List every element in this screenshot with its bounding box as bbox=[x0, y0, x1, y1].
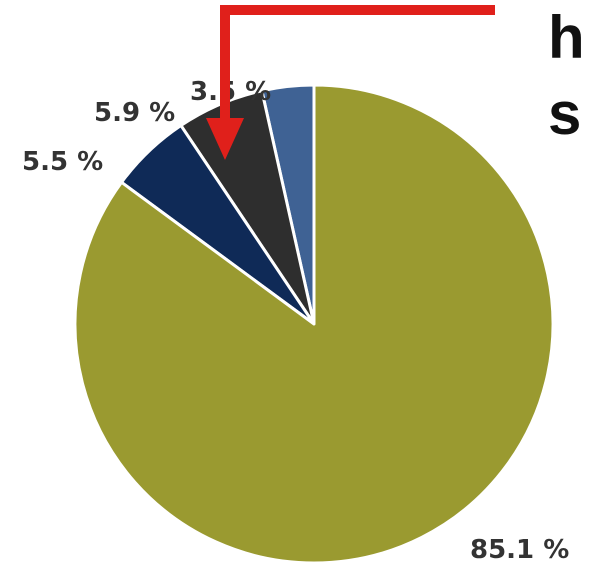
pie-slice-label: 5.9 % bbox=[94, 98, 175, 128]
pie-slice-label: 85.1 % bbox=[470, 535, 569, 565]
pie-labels: 3.5 % 5.9 % 5.5 % 85.1 % bbox=[22, 77, 569, 565]
cut-off-heading-line-2: s bbox=[548, 80, 581, 147]
annotation-arrow-head bbox=[206, 118, 244, 160]
pie-slice bbox=[73, 83, 555, 565]
pie-slice-label: 5.5 % bbox=[22, 147, 103, 177]
annotation-arrow bbox=[206, 5, 495, 160]
pie-slices bbox=[73, 83, 555, 565]
annotation-arrow-line bbox=[220, 5, 495, 120]
pie-slice-label: 3.5 % bbox=[190, 77, 271, 107]
cut-off-heading-line-1: h bbox=[548, 4, 585, 71]
